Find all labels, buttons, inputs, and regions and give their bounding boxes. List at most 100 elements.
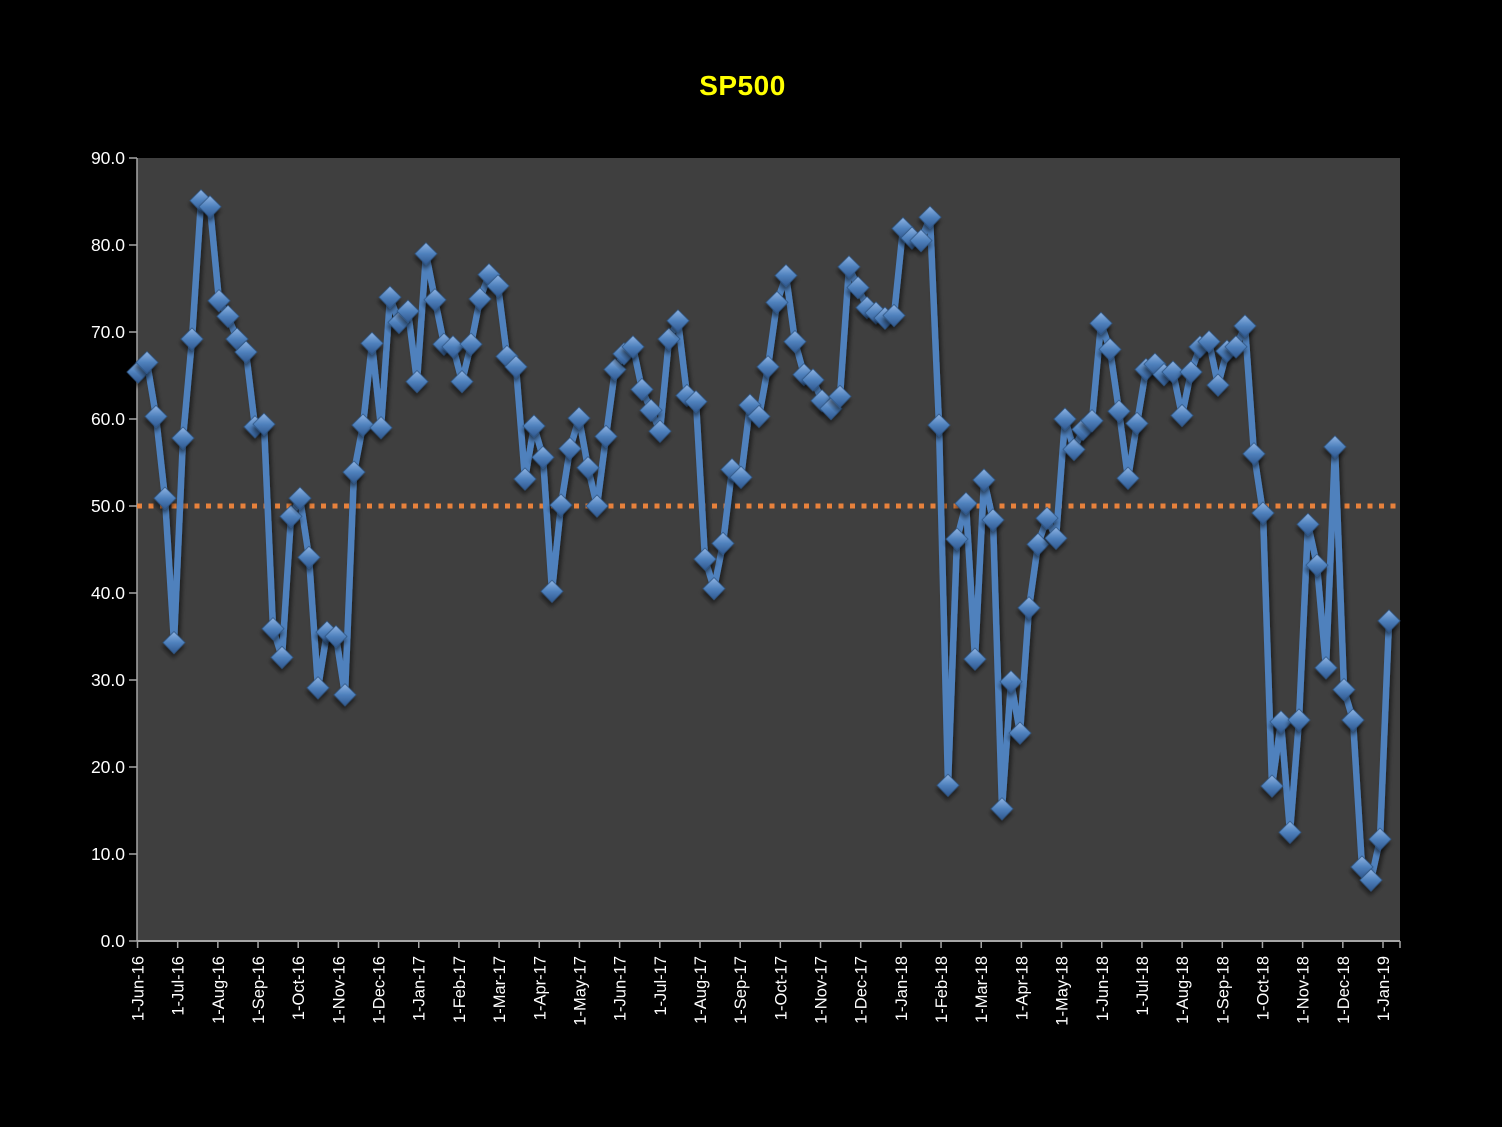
x-tick-label: 1-Jan-17: [411, 956, 429, 1021]
data-point-marker: [252, 412, 276, 436]
data-point-marker: [162, 631, 186, 655]
x-tick-label: 1-Jan-18: [893, 956, 911, 1021]
data-point-marker: [558, 437, 582, 461]
data-point-marker: [936, 773, 960, 797]
data-point-marker: [846, 276, 870, 300]
data-point-marker: [1260, 774, 1284, 798]
data-point-marker: [684, 390, 708, 414]
x-tick-label: 1-Nov-18: [1295, 956, 1313, 1024]
data-point-marker: [639, 398, 663, 422]
x-tick-label: 1-Apr-18: [1013, 956, 1031, 1020]
data-point-marker: [180, 327, 204, 351]
data-point-marker: [333, 683, 357, 707]
x-tick-label: 1-Oct-16: [290, 956, 308, 1020]
data-point-marker: [207, 289, 231, 313]
data-point-marker: [135, 350, 159, 374]
data-point-marker: [414, 242, 438, 266]
x-tick-label: 1-Jun-16: [130, 956, 148, 1021]
data-point-marker: [513, 467, 537, 491]
x-tick-label: 1-Sep-17: [732, 956, 750, 1024]
data-point-marker: [945, 527, 969, 551]
x-tick-label: 1-May-17: [571, 956, 589, 1026]
x-tick-label: 1-Aug-16: [210, 956, 228, 1024]
y-tick-label: 0.0: [101, 931, 126, 951]
x-tick-label: 1-Dec-17: [853, 956, 871, 1024]
y-tick-label: 80.0: [91, 235, 125, 255]
y-tick-label: 60.0: [91, 409, 125, 429]
x-tick-label: 1-Sep-16: [250, 956, 268, 1024]
data-point-marker: [729, 465, 753, 489]
data-point-marker: [396, 299, 420, 323]
x-tick-label: 1-Jul-17: [652, 956, 670, 1016]
data-point-marker: [549, 493, 573, 517]
data-point-marker: [342, 460, 366, 484]
x-tick-label: 1-Mar-18: [973, 956, 991, 1023]
data-point-marker: [1044, 526, 1068, 550]
data-point-marker: [909, 229, 933, 253]
chart-title: SP500: [699, 70, 786, 101]
data-point-marker: [567, 406, 591, 430]
data-point-marker: [918, 205, 942, 229]
data-point-marker: [657, 327, 681, 351]
data-point-marker: [1035, 506, 1059, 530]
x-tick-label: 1-Jun-18: [1094, 956, 1112, 1021]
y-tick-label: 40.0: [91, 583, 125, 603]
data-point-marker: [576, 456, 600, 480]
data-point-marker: [522, 414, 546, 438]
x-tick-label: 1-Sep-18: [1214, 956, 1232, 1024]
data-point-marker: [324, 624, 348, 649]
x-tick-label: 1-Dec-18: [1335, 956, 1353, 1024]
y-tick-label: 20.0: [91, 757, 125, 777]
data-point-marker: [828, 384, 852, 408]
data-point-marker: [648, 419, 672, 443]
x-tick-label: 1-Jan-19: [1375, 956, 1393, 1021]
y-tick-label: 50.0: [91, 496, 125, 516]
data-point-marker: [1125, 411, 1149, 435]
data-point-marker: [405, 370, 429, 394]
data-point-marker: [369, 416, 393, 440]
data-point-marker: [468, 287, 492, 311]
data-point-marker: [981, 508, 1005, 532]
x-tick-label: 1-Feb-18: [933, 956, 951, 1023]
data-point-marker: [360, 331, 384, 355]
data-point-marker: [1107, 399, 1131, 423]
data-point-marker: [1062, 437, 1086, 461]
data-point-marker: [1278, 820, 1302, 844]
y-tick-label: 70.0: [91, 322, 125, 342]
data-point-marker: [153, 486, 177, 510]
x-tick-label: 1-Jun-17: [612, 956, 630, 1021]
data-point-marker: [693, 547, 717, 571]
data-point-marker: [801, 368, 825, 392]
data-point-marker: [747, 404, 771, 428]
data-point-marker: [540, 579, 564, 603]
data-point-marker: [261, 617, 285, 641]
data-point-marker: [1296, 512, 1320, 536]
data-point-marker: [594, 424, 618, 448]
data-point-marker: [1170, 403, 1194, 428]
data-point-marker: [288, 486, 312, 510]
data-point-marker: [144, 404, 168, 428]
data-point-marker: [999, 670, 1023, 694]
x-tick-label: 1-Mar-17: [491, 956, 509, 1023]
data-point-marker: [1080, 409, 1104, 433]
data-point-marker: [351, 413, 375, 437]
data-point-marker: [1233, 314, 1257, 338]
data-point-marker: [378, 285, 402, 309]
data-point-marker: [306, 676, 330, 700]
data-point-marker: [1017, 596, 1041, 620]
data-point-marker: [1224, 335, 1248, 359]
data-point-marker: [1089, 311, 1113, 335]
data-point-marker: [1287, 708, 1311, 732]
x-tick-label: 1-Apr-17: [531, 956, 549, 1020]
data-point-marker: [459, 332, 483, 356]
data-point-marker: [1341, 708, 1365, 732]
data-point-marker: [1206, 373, 1230, 397]
data-point-marker: [423, 288, 447, 312]
plot-area: [137, 158, 1400, 941]
data-point-marker: [1314, 656, 1338, 680]
data-point-marker: [666, 309, 690, 333]
data-point-marker: [702, 577, 726, 601]
data-point-marker: [198, 195, 222, 219]
